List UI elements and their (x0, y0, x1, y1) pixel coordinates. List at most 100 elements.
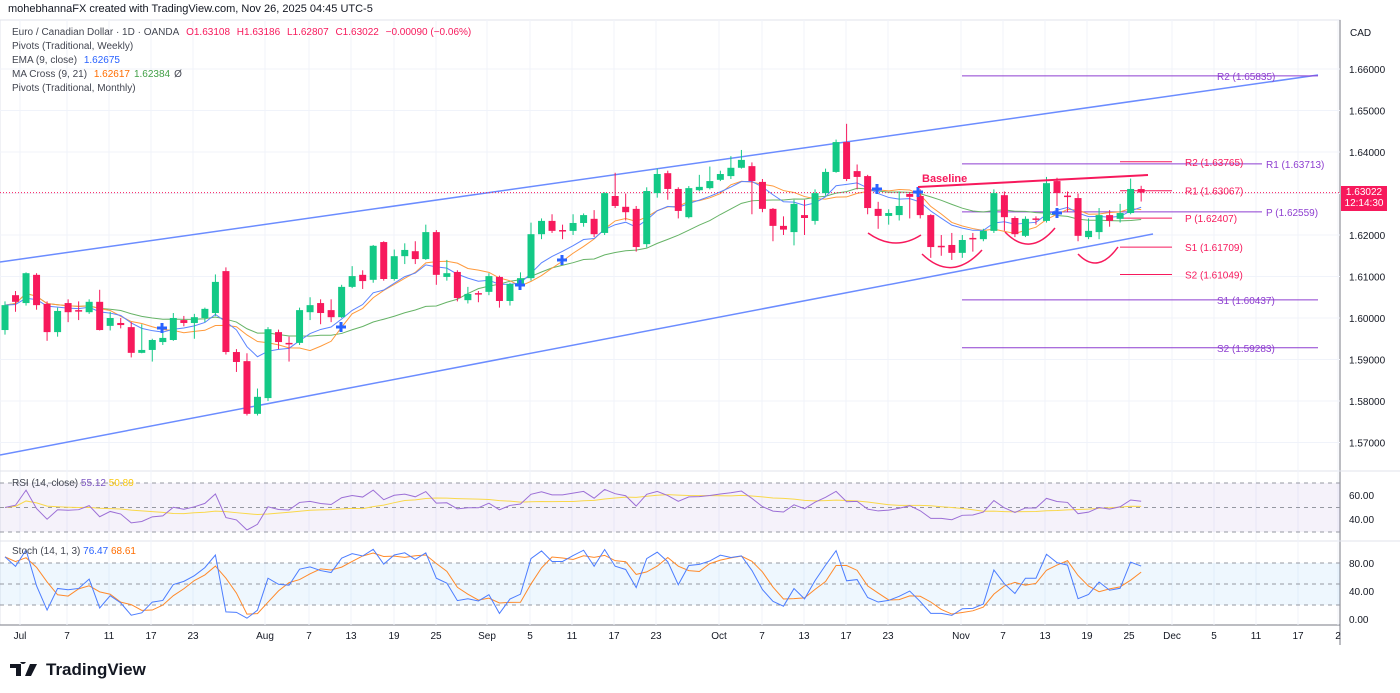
time-tick-label: 23 (650, 631, 662, 642)
candle-body (832, 142, 840, 172)
candle-body (927, 215, 935, 248)
candle-body (33, 274, 41, 306)
stoch-d-value: 68.61 (110, 546, 136, 557)
candle-body (12, 295, 20, 302)
symbol-name[interactable]: Euro / Canadian Dollar · 1D · OANDA (12, 27, 180, 38)
candle-body (180, 320, 188, 323)
candle-body (790, 203, 798, 233)
candle-body (685, 188, 693, 218)
candle-body (969, 237, 977, 240)
candle-body (211, 281, 219, 314)
candle-body (190, 317, 198, 323)
ema-label: EMA (9, close) (12, 55, 78, 66)
time-tick-label: Sep (478, 631, 496, 642)
candle-body (64, 303, 72, 313)
weekly-pivot-label: S2 (1.61049) (1185, 270, 1243, 281)
candle-body (159, 337, 167, 343)
candle-body (811, 193, 819, 221)
price-tick-label: 1.61000 (1349, 273, 1386, 284)
time-tick-label: 5 (1211, 631, 1217, 642)
low-value: L1.62807 (286, 27, 329, 38)
candle-body (22, 273, 30, 304)
ma-cross-marker-icon (913, 187, 923, 197)
candle-body (958, 239, 966, 253)
time-tick-label: 7 (64, 631, 70, 642)
time-tick-label: 25 (430, 631, 442, 642)
monthly-pivot-label: S1 (1.60437) (1217, 296, 1275, 307)
candle-body (727, 167, 735, 177)
stoch-legend[interactable]: Stoch (14, 1, 3) 76.47 68.61 (12, 546, 136, 557)
ema-legend[interactable]: EMA (9, close) 1.62675 (12, 54, 475, 68)
candle-body (54, 310, 62, 333)
tradingview-logo[interactable]: TradingView (10, 660, 146, 680)
candle-body (801, 215, 809, 218)
stoch-tick-label: 0.00 (1349, 615, 1369, 626)
open-value: O1.63108 (186, 27, 231, 38)
candle-body (390, 256, 398, 279)
candle-body (348, 276, 356, 287)
ma-cross-marker-icon (557, 255, 567, 265)
candle-body (369, 245, 377, 280)
candle-body (380, 242, 388, 279)
time-tick-label: 13 (345, 631, 357, 642)
price-tick-label: 1.58000 (1349, 397, 1386, 408)
candle-body (275, 332, 283, 343)
rsi-legend[interactable]: RSI (14, close) 55.12 50.89 (12, 478, 134, 489)
candle-body (338, 286, 346, 318)
time-tick-label: 7 (759, 631, 765, 642)
candle-body (327, 310, 335, 318)
candle-body (769, 208, 777, 226)
candle-body (1127, 188, 1135, 214)
ma-cross-marker-icon (157, 323, 167, 333)
pivots-weekly-legend[interactable]: Pivots (Traditional, Weekly) (12, 41, 134, 52)
candle-body (464, 293, 472, 301)
pivots-monthly-legend[interactable]: Pivots (Traditional, Monthly) (12, 83, 136, 94)
candle-body (822, 171, 830, 194)
candle-body (1074, 198, 1082, 236)
time-tick-label: 7 (1000, 631, 1006, 642)
time-tick-label: 19 (388, 631, 400, 642)
candle-body (706, 181, 714, 189)
candle-body (622, 206, 630, 213)
logo-text: TradingView (46, 660, 146, 679)
time-tick-label: Nov (952, 631, 970, 642)
close-value: C1.63022 (335, 27, 379, 38)
ma-cross-marker-icon (336, 322, 346, 332)
candle-body (1042, 183, 1050, 221)
pattern-arc (867, 232, 922, 244)
time-tick-label: Oct (711, 631, 727, 642)
time-tick-label: 11 (104, 631, 115, 642)
price-tick-label: 1.64000 (1349, 148, 1386, 159)
candle-body (422, 232, 430, 260)
candle-body (748, 166, 756, 182)
rsi-ma-value: 50.89 (108, 478, 134, 489)
time-tick-label: Aug (256, 631, 274, 642)
candle-body (779, 225, 787, 230)
currency-label[interactable]: CAD (1350, 28, 1372, 39)
candle-body (232, 352, 240, 362)
weekly-pivot-label: R2 (1.63765) (1185, 158, 1243, 169)
candle-body (306, 305, 314, 313)
rsi-value: 55.12 (80, 478, 106, 489)
ma-cross-marker-icon (515, 280, 525, 290)
candle-body (117, 322, 125, 326)
candle-body (843, 142, 851, 179)
candle-body (874, 208, 882, 216)
candle-body (1, 305, 9, 331)
candle-body (895, 205, 903, 216)
candle-body (1053, 181, 1061, 194)
monthly-pivot-label: R1 (1.63713) (1266, 160, 1324, 171)
price-tick-label: 1.66000 (1349, 65, 1386, 76)
candle-body (737, 159, 745, 168)
candle-body (559, 230, 567, 232)
candle-body (990, 193, 998, 231)
time-tick-label: 23 (187, 631, 199, 642)
monthly-pivot-label: R2 (1.65835) (1217, 72, 1275, 83)
candle-body (411, 251, 419, 260)
weekly-pivot-label: S1 (1.61709) (1185, 243, 1243, 254)
ma-cross-legend[interactable]: MA Cross (9, 21) 1.62617 1.62384 Ø (12, 68, 475, 82)
candle-body (359, 274, 367, 282)
rsi-tick-label: 60.00 (1349, 491, 1374, 502)
rsi-line (4, 488, 1142, 531)
